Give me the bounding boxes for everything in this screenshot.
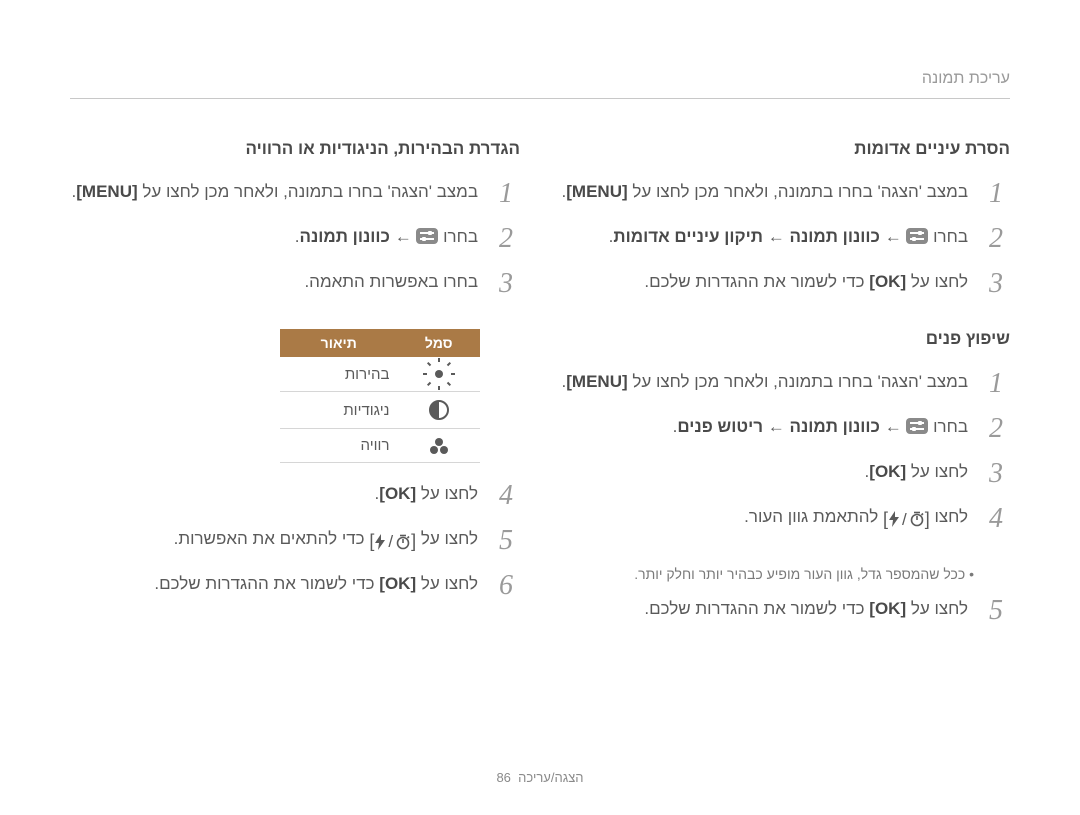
step-number: 3: [982, 269, 1010, 300]
table-row: ניגודיות: [280, 392, 480, 429]
step-item: 3 לחצו על [OK] כדי לשמור את ההגדרות שלכם…: [560, 269, 1010, 300]
step-item: 1 במצב 'הצגה' בחרו בתמונה, ולאחר מכן לחצ…: [560, 179, 1010, 210]
step-number: 1: [982, 369, 1010, 400]
step-item: 1 במצב 'הצגה' בחרו בתמונה, ולאחר מכן לחצ…: [70, 179, 520, 210]
table-cell-label: בהירות: [280, 357, 397, 392]
flash-icon: [888, 511, 900, 527]
table-header-symbol: סמל: [397, 329, 480, 357]
step-text: לחצו [ / ] להתאמת גוון ה: [744, 504, 968, 533]
step-item: 3 בחרו באפשרות התאמה.: [70, 269, 520, 300]
column-right: הסרת עיניים אדומות 1 במצב 'הצגה' בחרו בת…: [560, 139, 1010, 657]
two-column-layout: הגדרת הבהירות, הניגודיות או הרוויה 1 במצ…: [70, 139, 1010, 657]
footer-page-number: 86: [496, 770, 510, 785]
page-footer: הצגה/עריכה 86: [0, 770, 1080, 785]
step-text: במצב 'הצגה' בחרו בתמונה, ולאחר מכן לחצו …: [562, 179, 968, 205]
step-number: 2: [492, 224, 520, 255]
note-text: ככל שהמספר גדל, גוון העור מופיע כבהיר יו…: [560, 565, 974, 585]
footer-text: הצגה/עריכה: [518, 770, 583, 785]
timer-icon: [395, 534, 411, 550]
step-text: לחצו על [OK].: [865, 459, 968, 485]
section-title-brightness: הגדרת הבהירות, הניגודיות או הרוויה: [70, 139, 520, 159]
step-text: במצב 'הצגה' בחרו בתמונה, ולאחר מכן לחצו …: [72, 179, 478, 205]
step-text: בחרו ← כוונון תמונה.: [295, 224, 478, 250]
section-title-retouch: שיפוץ פנים: [560, 329, 1010, 349]
step-item: 2 בחרו ← כוונון תמונה ← ריטוש פנים.: [560, 414, 1010, 445]
table-cell-label: רוויה: [280, 429, 397, 463]
ok-button-label: [OK]: [869, 459, 906, 485]
step-text: בחרו ← כוונון תמונה ← תיקון עיניים אדומו…: [609, 224, 968, 250]
step-number: 2: [982, 224, 1010, 255]
step-number: 1: [492, 179, 520, 210]
step-number: 4: [492, 481, 520, 512]
step-number: 5: [492, 526, 520, 557]
contrast-icon: [429, 400, 449, 420]
column-left: הגדרת הבהירות, הניגודיות או הרוויה 1 במצ…: [70, 139, 520, 657]
ok-button-label: [OK]: [379, 481, 416, 507]
step-number: 5: [982, 596, 1010, 627]
ok-button-label: [OK]: [869, 596, 906, 622]
step-item: 2 בחרו ← כוונון תמונה.: [70, 224, 520, 255]
menu-button-label: [MENU]: [566, 179, 627, 205]
steps-brightness-cont: 4 לחצו על [OK]. 5 לחצו על [: [70, 481, 520, 601]
table-header-desc: תיאור: [280, 329, 397, 357]
step-number: 4: [982, 504, 1010, 535]
timer-icon: [909, 511, 925, 527]
ok-button-label: [OK]: [869, 269, 906, 295]
step-text: לחצו על [ / ] כדי להתאים: [174, 526, 478, 555]
page-header: עריכת תמונה: [70, 70, 1010, 99]
steps-redeye: 1 במצב 'הצגה' בחרו בתמונה, ולאחר מכן לחצ…: [560, 179, 1010, 299]
step-text: לחצו על [OK] כדי לשמור את ההגדרות שלכם.: [154, 571, 478, 597]
step-item: 3 לחצו על [OK].: [560, 459, 1010, 490]
step-text: לחצו על [OK] כדי לשמור את ההגדרות שלכם.: [644, 269, 968, 295]
step-item: 1 במצב 'הצגה' בחרו בתמונה, ולאחר מכן לחצ…: [560, 369, 1010, 400]
saturation-icon: [430, 438, 448, 454]
section-title-redeye: הסרת עיניים אדומות: [560, 139, 1010, 159]
step-text: בחרו באפשרות התאמה.: [304, 269, 478, 295]
step-item: 4 לחצו [ / ]: [560, 504, 1010, 535]
step-item: 2 בחרו ← כוונון תמונה ← תיקון עיניים אדו…: [560, 224, 1010, 255]
step-text: לחצו על [OK] כדי לשמור את ההגדרות שלכם.: [644, 596, 968, 622]
step-text: במצב 'הצגה' בחרו בתמונה, ולאחר מכן לחצו …: [562, 369, 968, 395]
edit-image-icon: [906, 228, 928, 244]
flash-icon: [374, 534, 386, 550]
step-number: 1: [982, 179, 1010, 210]
flash-timer-bracket: [ / ]: [883, 506, 930, 533]
step-number: 3: [492, 269, 520, 300]
steps-retouch: 1 במצב 'הצגה' בחרו בתמונה, ולאחר מכן לחצ…: [560, 369, 1010, 534]
step-item: 4 לחצו על [OK].: [70, 481, 520, 512]
step-text: לחצו על [OK].: [375, 481, 478, 507]
step-number: 6: [492, 571, 520, 602]
ok-button-label: [OK]: [379, 571, 416, 597]
edit-image-icon: [416, 228, 438, 244]
step-item: 5 לחצו על [ / ]: [70, 526, 520, 557]
step-text: בחרו ← כוונון תמונה ← ריטוש פנים.: [673, 414, 968, 440]
step-number: 3: [982, 459, 1010, 490]
manual-page: עריכת תמונה הגדרת הבהירות, הניגודיות או …: [0, 0, 1080, 815]
brightness-icon: [430, 365, 448, 383]
table-cell-icon: [397, 392, 480, 429]
options-table: סמל תיאור: [280, 329, 480, 463]
step-item: 5 לחצו על [OK] כדי לשמור את ההגדרות שלכם…: [560, 596, 1010, 627]
table-row: רוויה: [280, 429, 480, 463]
menu-button-label: [MENU]: [566, 369, 627, 395]
steps-brightness: 1 במצב 'הצגה' בחרו בתמונה, ולאחר מכן לחצ…: [70, 179, 520, 299]
flash-timer-bracket: [ / ]: [369, 528, 416, 555]
table-cell-label: ניגודיות: [280, 392, 397, 429]
table-cell-icon: [397, 429, 480, 463]
step-number: 2: [982, 414, 1010, 445]
edit-image-icon: [906, 418, 928, 434]
menu-button-label: [MENU]: [76, 179, 137, 205]
table-cell-icon: [397, 357, 480, 392]
table-row: בהירות: [280, 357, 480, 392]
step-item: 6 לחצו על [OK] כדי לשמור את ההגדרות שלכם…: [70, 571, 520, 602]
steps-retouch-cont: 5 לחצו על [OK] כדי לשמור את ההגדרות שלכם…: [560, 596, 1010, 627]
